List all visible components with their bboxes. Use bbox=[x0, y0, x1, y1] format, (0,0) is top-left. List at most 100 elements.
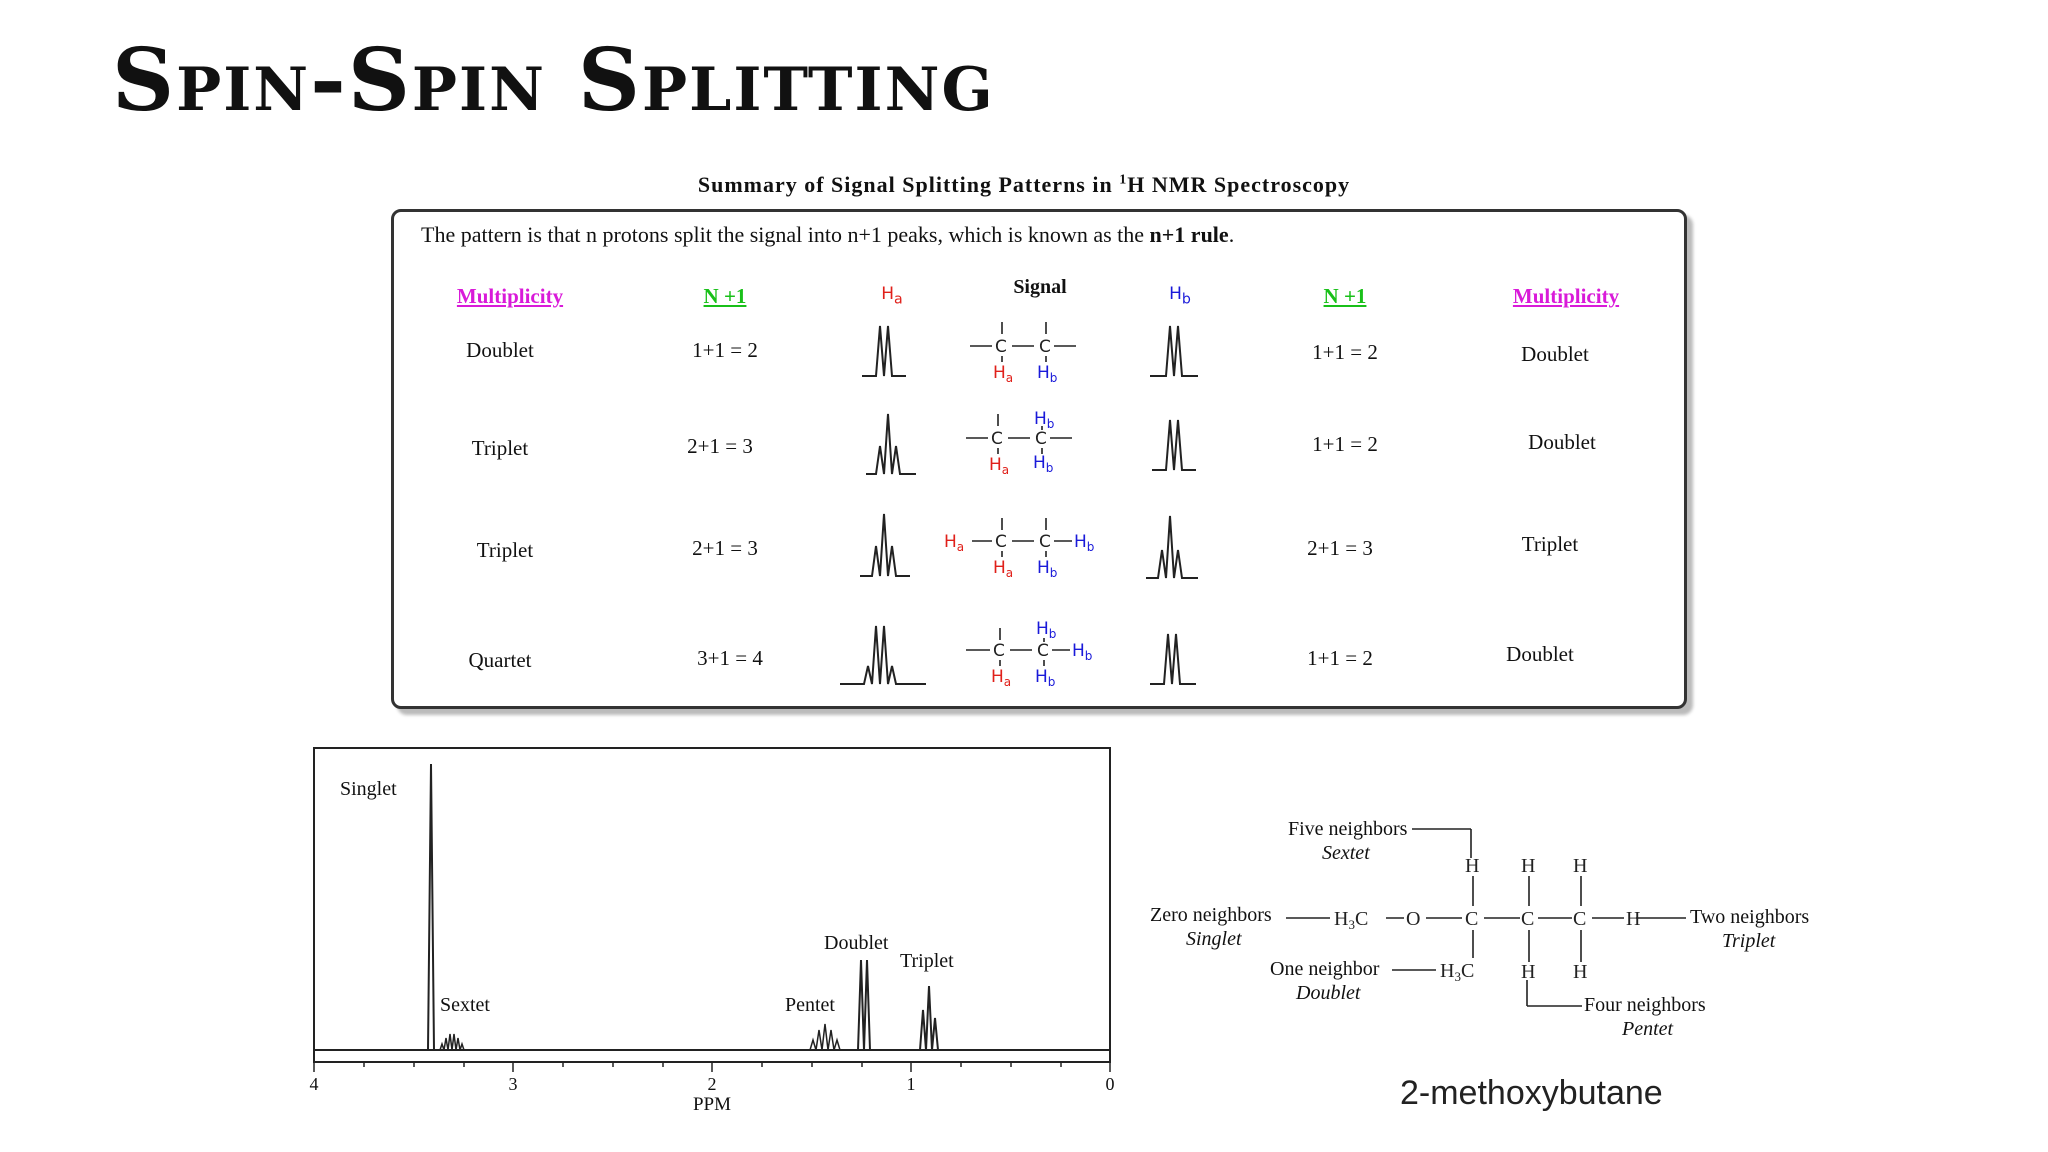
header-n-plus-one-left: N +1 bbox=[703, 284, 747, 308]
caption-superscript: 1 bbox=[1119, 172, 1128, 188]
label-zero-neighbors: Zero neighbors bbox=[1150, 904, 1272, 926]
row4-ha-quartet-peak bbox=[840, 625, 926, 685]
atom-h-top-c1: H bbox=[1465, 855, 1479, 877]
tick-1: 1 bbox=[906, 1074, 916, 1094]
atom-h-top-c3: H bbox=[1573, 855, 1587, 877]
atom-h3c-branch: H3C bbox=[1440, 960, 1474, 984]
tick-4: 4 bbox=[309, 1074, 319, 1094]
label-doublet-italic: Doublet bbox=[1296, 982, 1361, 1004]
label-triplet-italic: Triplet bbox=[1722, 930, 1776, 952]
row2-calc-b: 1+1 = 2 bbox=[1312, 432, 1378, 456]
label-pentet-italic: Pentet bbox=[1622, 1018, 1674, 1040]
n-plus-one-intro: The pattern is that n protons split the … bbox=[421, 222, 1234, 248]
row2-ha-triplet-peak bbox=[866, 413, 916, 475]
svg-text:Ha: Ha bbox=[989, 455, 1009, 477]
svg-text:C: C bbox=[993, 641, 1005, 661]
label-singlet-italic: Singlet bbox=[1186, 928, 1242, 950]
row4-signal-structure: Hb C C Hb Ha Hb bbox=[966, 619, 1092, 689]
caption-main: Summary of Signal Splitting Patterns in bbox=[697, 172, 1120, 197]
atom-o: O bbox=[1406, 908, 1420, 930]
tick-0: 0 bbox=[1105, 1074, 1115, 1094]
label-doublet: Doublet bbox=[824, 932, 889, 954]
svg-text:Hb: Hb bbox=[1074, 532, 1094, 554]
label-sextet-italic: Sextet bbox=[1322, 842, 1370, 864]
row1-ha-doublet-peak bbox=[862, 325, 906, 377]
label-five-neighbors: Five neighbors bbox=[1288, 818, 1408, 840]
header-multiplicity-left: Multiplicity bbox=[456, 284, 564, 308]
row2-multiplicity-a: Triplet bbox=[471, 436, 529, 460]
row2-hb-doublet-peak bbox=[1152, 419, 1196, 471]
row3-calc-b: 2+1 = 3 bbox=[1307, 536, 1373, 560]
intro-rule: n+1 rule bbox=[1149, 222, 1229, 247]
svg-text:C: C bbox=[1039, 532, 1051, 552]
row1-calc-b: 1+1 = 2 bbox=[1312, 340, 1378, 364]
row3-calc-a: 2+1 = 3 bbox=[692, 536, 758, 560]
summary-caption: Summary of Signal Splitting Patterns in … bbox=[0, 172, 2048, 198]
slide-title: Spin-Spin Splitting bbox=[112, 30, 995, 131]
svg-text:Hb: Hb bbox=[1034, 409, 1054, 431]
atom-h-bottom-c2: H bbox=[1521, 961, 1535, 983]
label-triplet: Triplet bbox=[900, 950, 954, 972]
svg-text:Ha: Ha bbox=[993, 363, 1013, 385]
svg-text:Ha: Ha bbox=[991, 667, 1011, 689]
atom-h-bottom-c3: H bbox=[1573, 961, 1587, 983]
row4-multiplicity-a: Quartet bbox=[468, 648, 532, 672]
intro-text: The pattern is that n protons split the … bbox=[421, 222, 1150, 247]
label-one-neighbor: One neighbor bbox=[1270, 958, 1380, 980]
svg-text:Ha: Ha bbox=[944, 532, 964, 554]
row1-multiplicity-b: Doublet bbox=[1521, 342, 1589, 366]
header-ha: Ha bbox=[881, 284, 903, 308]
svg-text:C: C bbox=[1035, 429, 1047, 449]
svg-text:Hb: Hb bbox=[1072, 641, 1092, 663]
svg-text:Hb: Hb bbox=[1033, 453, 1053, 475]
header-hb: Hb bbox=[1169, 284, 1191, 308]
header-multiplicity-right: Multiplicity bbox=[1512, 284, 1620, 308]
nmr-spectrum-plot bbox=[313, 747, 1111, 1072]
svg-text:C: C bbox=[1039, 337, 1051, 357]
atom-h-end: H bbox=[1626, 908, 1640, 930]
svg-text:Hb: Hb bbox=[1037, 558, 1057, 580]
row4-hb-doublet-peak bbox=[1150, 633, 1196, 685]
row3-hb-triplet-peak bbox=[1146, 515, 1198, 579]
svg-text:C: C bbox=[995, 532, 1007, 552]
tick-3: 3 bbox=[508, 1074, 518, 1094]
pentet-peak bbox=[809, 1023, 841, 1051]
row4-calc-a: 3+1 = 4 bbox=[697, 646, 763, 670]
atom-c3: C bbox=[1573, 908, 1586, 930]
row4-calc-b: 1+1 = 2 bbox=[1307, 646, 1373, 670]
row3-multiplicity-a: Triplet bbox=[476, 538, 534, 562]
tick-2: 2 bbox=[707, 1074, 717, 1094]
label-two-neighbors: Two neighbors bbox=[1690, 906, 1810, 928]
atom-h3c-methoxy: H3C bbox=[1334, 908, 1368, 932]
header-n-plus-one-right: N +1 bbox=[1323, 284, 1367, 308]
row3-ha-triplet-peak bbox=[860, 513, 910, 577]
doublet-peak bbox=[857, 959, 871, 1051]
svg-text:Hb: Hb bbox=[1037, 363, 1057, 385]
row2-calc-a: 2+1 = 3 bbox=[687, 434, 753, 458]
singlet-peak bbox=[427, 763, 435, 1051]
spectrum-xlabel: PPM bbox=[692, 1094, 732, 1115]
row2-signal-structure: Hb C C Ha Hb bbox=[966, 409, 1072, 477]
svg-text:Hb: Hb bbox=[1035, 667, 1055, 689]
row1-calc-a: 1+1 = 2 bbox=[692, 338, 758, 362]
row2-multiplicity-b: Doublet bbox=[1528, 430, 1596, 454]
sextet-peak bbox=[439, 1033, 465, 1051]
atom-c1: C bbox=[1465, 908, 1478, 930]
row3-signal-structure: Ha C C Hb Ha Hb bbox=[944, 518, 1094, 580]
svg-text:C: C bbox=[995, 337, 1007, 357]
methoxybutane-structure bbox=[1286, 828, 1686, 1007]
row4-multiplicity-b: Doublet bbox=[1506, 642, 1574, 666]
svg-text:Ha: Ha bbox=[993, 558, 1013, 580]
svg-text:Hb: Hb bbox=[1036, 619, 1056, 641]
row1-signal-structure: C C Ha Hb bbox=[970, 322, 1076, 385]
triplet-peak bbox=[919, 985, 939, 1051]
intro-period: . bbox=[1228, 222, 1235, 247]
row1-multiplicity-a: Doublet bbox=[466, 338, 534, 362]
label-four-neighbors: Four neighbors bbox=[1584, 994, 1706, 1016]
row1-hb-doublet-peak bbox=[1150, 325, 1198, 377]
svg-text:C: C bbox=[991, 429, 1003, 449]
atom-h-top-c2: H bbox=[1521, 855, 1535, 877]
label-singlet: Singlet bbox=[340, 778, 397, 800]
row3-multiplicity-b: Triplet bbox=[1521, 532, 1579, 556]
